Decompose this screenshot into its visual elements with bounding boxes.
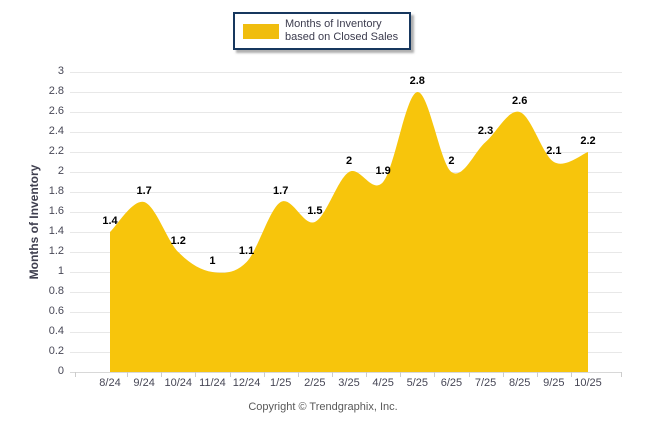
y-tick-label: 2.6 xyxy=(48,105,64,117)
data-point-label: 1 xyxy=(209,255,216,267)
x-tick-label: 10/25 xyxy=(574,377,602,389)
x-tick-label: 8/25 xyxy=(508,377,531,389)
y-tick-label: 1.6 xyxy=(48,205,64,217)
y-tick-label: 1.2 xyxy=(48,245,64,257)
y-tick-label: 2 xyxy=(57,165,64,177)
x-tick-label: 2/25 xyxy=(304,377,326,389)
y-tick-label: 0.6 xyxy=(48,305,64,317)
y-tick-label: 2.4 xyxy=(48,125,64,137)
legend-label: Months of Inventory based on Closed Sale… xyxy=(285,18,399,43)
x-tick-label: 11/24 xyxy=(199,377,226,389)
x-tick-label: 6/25 xyxy=(440,377,463,389)
x-tick-label: 8/24 xyxy=(99,377,121,389)
data-point-label: 1.7 xyxy=(136,185,152,197)
legend-swatch xyxy=(243,23,279,39)
y-tick-label: 1.8 xyxy=(48,185,64,197)
y-tick-label: 0.8 xyxy=(48,285,64,297)
data-point-label: 2.1 xyxy=(546,145,562,157)
inventory-area-series xyxy=(110,91,588,372)
y-tick-label: 0.2 xyxy=(48,345,64,357)
data-point-label: 2.8 xyxy=(409,75,425,87)
data-point-label: 1.2 xyxy=(170,235,186,247)
y-tick-label: 0 xyxy=(57,365,64,377)
y-tick-label: 2.8 xyxy=(48,85,64,97)
y-tick-label: 3 xyxy=(57,65,64,77)
data-point-label: 1.7 xyxy=(273,185,289,197)
chart-legend: Months of Inventory based on Closed Sale… xyxy=(233,12,411,50)
data-point-label: 2 xyxy=(448,155,455,167)
data-point-label: 2.3 xyxy=(477,125,494,137)
data-point-label: 1.1 xyxy=(238,245,255,257)
copyright-text: Copyright © Trendgraphix, Inc. xyxy=(248,401,398,413)
y-tick-label: 0.4 xyxy=(48,325,64,337)
x-tick-label: 1/25 xyxy=(269,377,292,389)
data-point-label: 2.2 xyxy=(580,135,596,147)
x-tick-label: 9/25 xyxy=(543,377,565,389)
y-tick-label: 1.4 xyxy=(48,225,64,237)
data-point-label: 1.5 xyxy=(307,205,323,217)
x-tick-label: 4/25 xyxy=(372,377,394,389)
x-tick-label: 10/24 xyxy=(164,377,193,389)
chart-plot xyxy=(70,72,622,377)
x-tick-label: 7/25 xyxy=(474,377,497,389)
data-point-label: 2 xyxy=(345,155,353,167)
x-tick-label: 9/24 xyxy=(133,377,155,389)
y-tick-label: 1 xyxy=(57,265,64,277)
data-point-label: 2.6 xyxy=(512,95,528,107)
data-point-label: 1.4 xyxy=(102,215,118,227)
y-tick-label: 2.2 xyxy=(48,145,64,157)
x-tick-label: 12/24 xyxy=(232,377,261,389)
x-tick-label: 3/25 xyxy=(338,377,360,389)
x-tick-label: 5/25 xyxy=(406,377,428,389)
data-point-label: 1.9 xyxy=(375,165,391,177)
